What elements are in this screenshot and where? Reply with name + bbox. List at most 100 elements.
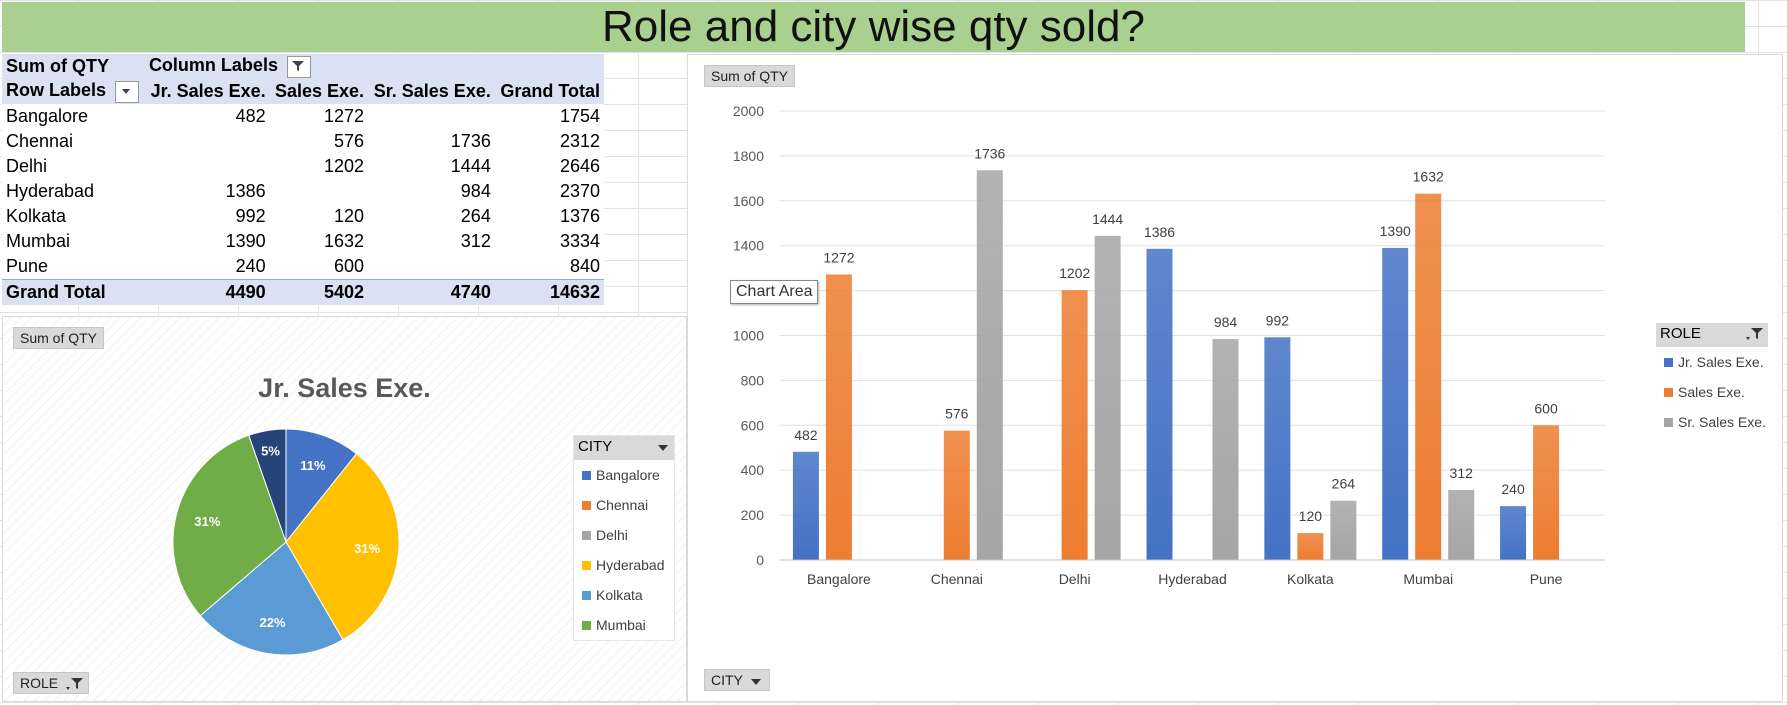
- bar-jr-sales-exe--bangalore[interactable]: [792, 451, 819, 560]
- bar-sr-sales-exe--mumbai[interactable]: [1448, 489, 1475, 560]
- cell-value: [145, 154, 270, 179]
- bar-jr-sales-exe--kolkata[interactable]: [1264, 337, 1291, 560]
- table-row: Delhi 1202 1444 2646: [2, 154, 604, 179]
- legend-item[interactable]: Sr. Sales Exe.: [1656, 407, 1768, 437]
- legend-item[interactable]: Jr. Sales Exe.: [1656, 347, 1768, 377]
- pivot-column-labels: Column Labels: [148, 55, 278, 76]
- legend-item[interactable]: Delhi: [574, 520, 674, 550]
- cell-value: 482: [235, 106, 266, 126]
- y-tick-label: 1600: [733, 193, 764, 209]
- pie-slice-hyderabad[interactable]: [285, 453, 400, 641]
- pie-slice-bangalore[interactable]: [285, 428, 358, 544]
- bar-chart[interactable]: 0200400600800100012001400160018002000482…: [688, 55, 1782, 701]
- legend-item[interactable]: Hyderabad: [574, 550, 674, 580]
- legend-item[interactable]: Bangalore: [574, 460, 674, 490]
- cell-value: [270, 179, 368, 204]
- bar-sales-exe--pune[interactable]: [1533, 425, 1560, 560]
- row-label: Delhi: [6, 156, 48, 176]
- y-tick-label: 2000: [733, 103, 764, 119]
- cell-value: 992: [235, 206, 266, 226]
- cell-value: 312: [460, 231, 491, 251]
- cell-value: [368, 254, 495, 280]
- x-tick-label: Hyderabad: [1158, 571, 1227, 587]
- pie-slice-kolkata[interactable]: [199, 541, 344, 656]
- bar-legend-header[interactable]: ROLE: [1656, 323, 1768, 347]
- y-tick-label: 0: [756, 552, 764, 568]
- pie-chart-panel[interactable]: Sum of QTY Jr. Sales Exe. 11% 31% 22% 31% 5%…: [2, 316, 687, 702]
- y-tick-label: 1000: [733, 328, 764, 344]
- bar-chart-panel[interactable]: Sum of QTY 02004006008001000120014001600…: [687, 54, 1783, 702]
- y-tick-label: 200: [741, 507, 765, 523]
- pivot-col-header: Sales Exe.: [269, 79, 369, 104]
- pie-data-label: 31%: [354, 541, 380, 556]
- pivot-table[interactable]: Sum of QTY Column Labels Row Labels Jr. …: [2, 54, 604, 305]
- filter-icon: [1746, 328, 1763, 340]
- cell-value: 120: [334, 206, 365, 226]
- pivot-row-labels-cell: Row Labels: [2, 79, 145, 104]
- legend-label: Sr. Sales Exe.: [1678, 414, 1766, 430]
- bar-sales-exe--kolkata[interactable]: [1297, 533, 1324, 560]
- legend-label: Hyderabad: [596, 557, 665, 573]
- legend-label: Kolkata: [596, 587, 643, 603]
- cell-value: 576: [334, 131, 365, 151]
- table-row: Bangalore 482 1272 1754: [2, 104, 604, 129]
- bar-sales-exe--bangalore[interactable]: [825, 274, 852, 560]
- cell-value: 1202: [324, 156, 365, 176]
- bar-value-field-button[interactable]: Sum of QTY: [704, 65, 796, 87]
- pie-legend-header[interactable]: CITY: [574, 436, 674, 460]
- cell-value: 840: [569, 256, 600, 276]
- legend-item[interactable]: Sales Exe.: [1656, 377, 1768, 407]
- pie-slice-mumbai[interactable]: [172, 434, 287, 617]
- y-tick-label: 1400: [733, 238, 764, 254]
- row-labels-dropdown-button[interactable]: [115, 80, 140, 103]
- column-filter-button[interactable]: [286, 55, 311, 78]
- cell-value: 1272: [324, 106, 365, 126]
- filter-icon: [291, 60, 304, 71]
- pie-legend-title: CITY: [578, 438, 613, 455]
- x-tick-label: Bangalore: [807, 571, 871, 587]
- city-axis-field-button[interactable]: CITY: [704, 669, 770, 691]
- pivot-header-row-2: Row Labels Jr. Sales Exe. Sales Exe. Sr.…: [2, 79, 604, 104]
- row-label: Hyderabad: [6, 181, 95, 201]
- legend-item[interactable]: Mumbai: [574, 610, 674, 640]
- bar-sr-sales-exe--kolkata[interactable]: [1330, 500, 1357, 560]
- legend-swatch: [582, 620, 591, 630]
- row-label: Pune: [6, 256, 49, 276]
- pie-data-label: 31%: [194, 514, 220, 529]
- pie-value-field-button[interactable]: Sum of QTY: [13, 327, 105, 349]
- bar-sales-exe--delhi[interactable]: [1061, 290, 1088, 560]
- bar-jr-sales-exe--pune[interactable]: [1500, 506, 1527, 560]
- bar-data-label: 1272: [823, 249, 854, 265]
- bar-jr-sales-exe--hyderabad[interactable]: [1146, 248, 1173, 560]
- x-tick-label: Kolkata: [1287, 571, 1334, 587]
- cell-value: 1386: [225, 181, 266, 201]
- bar-jr-sales-exe--mumbai[interactable]: [1382, 247, 1409, 560]
- bar-sr-sales-exe--hyderabad[interactable]: [1212, 339, 1239, 560]
- legend-swatch: [582, 560, 591, 570]
- bar-data-label: 1390: [1380, 223, 1411, 239]
- bar-data-label: 600: [1534, 400, 1558, 416]
- bar-sr-sales-exe--delhi[interactable]: [1094, 235, 1121, 560]
- bar-data-label: 482: [794, 427, 818, 443]
- pie-slice-pune[interactable]: [248, 428, 287, 543]
- pivot-col-header: Jr. Sales Exe.: [144, 79, 270, 104]
- row-label: Grand Total: [2, 279, 145, 305]
- pivot-column-labels-cell: Column Labels: [144, 54, 604, 79]
- legend-item[interactable]: Kolkata: [574, 580, 674, 610]
- chevron-down-icon: [122, 88, 131, 94]
- pie-chart[interactable]: 11% 31% 22% 31% 5%: [3, 317, 686, 701]
- bar-sales-exe--chennai[interactable]: [943, 430, 970, 560]
- cell-value: 1632: [324, 231, 365, 251]
- bar-sales-exe--mumbai[interactable]: [1415, 193, 1442, 560]
- legend-item[interactable]: Chennai: [574, 490, 674, 520]
- x-tick-label: Delhi: [1059, 571, 1091, 587]
- bar-sr-sales-exe--chennai[interactable]: [976, 170, 1003, 560]
- bar-data-label: 240: [1501, 481, 1525, 497]
- pivot-corner-label: Sum of QTY: [2, 54, 145, 79]
- cell-value: 14632: [494, 279, 604, 305]
- cell-value: 2370: [559, 181, 600, 201]
- pivot-col-header: Grand Total: [494, 79, 604, 104]
- filter-icon: [66, 678, 84, 690]
- role-filter-button[interactable]: ROLE: [13, 672, 90, 694]
- pie-chart-title: Jr. Sales Exe.: [258, 373, 431, 403]
